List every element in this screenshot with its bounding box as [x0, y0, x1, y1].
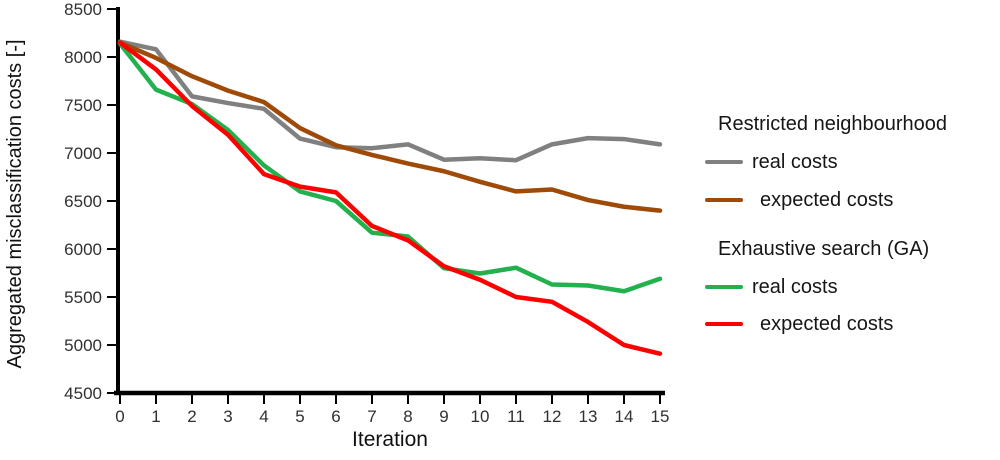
x-tick-label: 14	[615, 407, 634, 426]
y-tick-label: 5500	[64, 288, 102, 307]
x-tick-label: 9	[439, 407, 448, 426]
series-line-0	[117, 39, 663, 163]
x-tick-label: 8	[403, 407, 412, 426]
x-tick-label: 7	[367, 407, 376, 426]
series-line-1	[117, 40, 663, 213]
y-tick-label: 5000	[64, 336, 102, 355]
y-tick-label: 6500	[64, 192, 102, 211]
y-tick-label: 7000	[64, 144, 102, 163]
y-tick-label: 7500	[64, 96, 102, 115]
x-tick-label: 10	[471, 407, 490, 426]
x-tick-label: 11	[507, 407, 525, 426]
y-tick-label: 8000	[64, 48, 102, 67]
x-tick-label: 1	[151, 407, 160, 426]
x-tick-label: 6	[331, 407, 340, 426]
x-tick-label: 15	[651, 407, 670, 426]
y-tick-label: 6000	[64, 240, 102, 259]
x-tick-label: 13	[579, 407, 598, 426]
y-tick-label: 4500	[64, 384, 102, 403]
x-tick-label: 2	[187, 407, 196, 426]
x-tick-label: 4	[259, 407, 268, 426]
series-line-3	[117, 40, 663, 356]
y-axis-title: Aggregated misclassification costs [-]	[4, 39, 26, 369]
x-axis-title: Iteration	[352, 428, 428, 451]
x-tick-label: 5	[295, 407, 304, 426]
x-tick-label: 3	[223, 407, 232, 426]
y-tick-label: 8500	[64, 0, 102, 19]
x-tick-label: 12	[543, 407, 562, 426]
x-tick-label: 0	[115, 407, 124, 426]
